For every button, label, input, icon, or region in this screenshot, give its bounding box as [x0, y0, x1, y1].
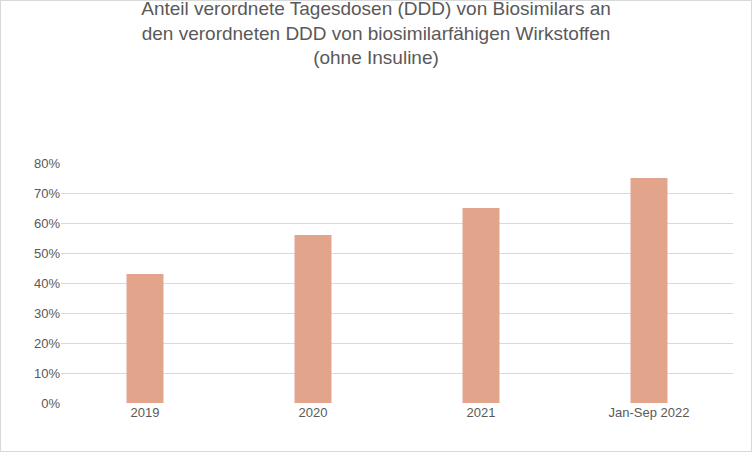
svg-text:0%: 0% — [41, 396, 60, 411]
svg-text:Anteil verordnete Tagesdosen (: Anteil verordnete Tagesdosen (DDD) von B… — [141, 1, 611, 68]
svg-text:Jan-Sep 2022: Jan-Sep 2022 — [609, 405, 690, 420]
svg-text:2020: 2020 — [299, 405, 328, 420]
svg-text:40%: 40% — [34, 276, 60, 291]
svg-text:80%: 80% — [34, 156, 60, 171]
svg-text:20%: 20% — [34, 336, 60, 351]
svg-text:70%: 70% — [34, 186, 60, 201]
svg-text:50%: 50% — [34, 246, 60, 261]
svg-text:30%: 30% — [34, 306, 60, 321]
svg-text:2019: 2019 — [131, 405, 160, 420]
svg-text:60%: 60% — [34, 216, 60, 231]
svg-text:2021: 2021 — [467, 405, 496, 420]
svg-text:10%: 10% — [34, 366, 60, 381]
